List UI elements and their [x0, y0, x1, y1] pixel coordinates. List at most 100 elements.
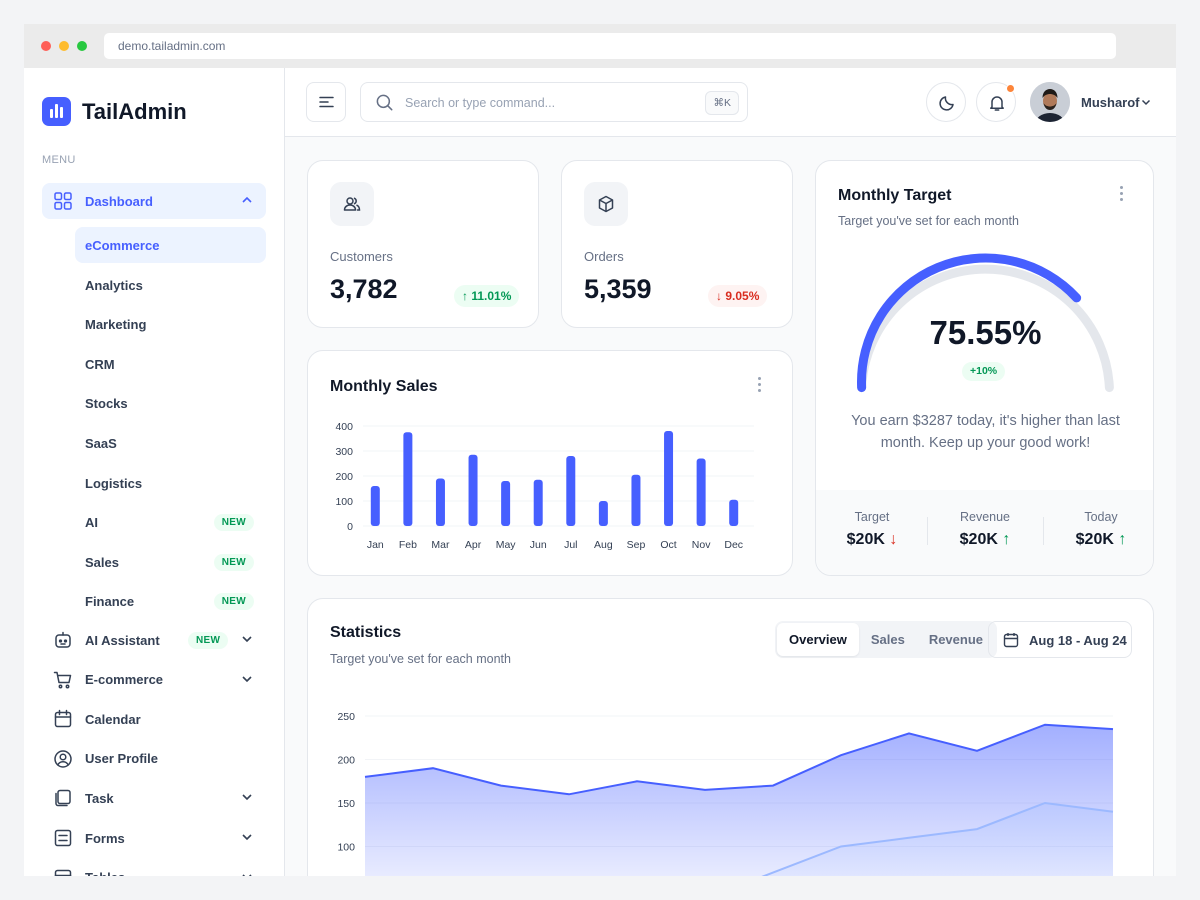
shortcut-hint: ⌘K [705, 91, 739, 115]
bar-mar[interactable] [435, 478, 445, 527]
bar-nov[interactable] [696, 458, 706, 527]
arrow-up-icon: ↑ [1002, 531, 1011, 548]
new-badge: NEW [213, 553, 254, 571]
sidebar-subitem-saas[interactable]: SaaS [75, 425, 266, 461]
bar-jun[interactable] [533, 479, 543, 526]
forms-icon [54, 829, 72, 847]
table-icon [54, 869, 72, 876]
menu-icon [319, 96, 334, 108]
bar-apr[interactable] [468, 454, 478, 526]
sidebar-subitem-logistics[interactable]: Logistics [75, 465, 266, 501]
more-options-button[interactable] [758, 377, 762, 393]
gauge-percent: 75.55% [929, 314, 1042, 351]
chevron-down-icon [242, 636, 252, 643]
more-options-button[interactable] [1120, 186, 1124, 202]
arrow-up-icon: ↑ [462, 289, 468, 303]
window-minimize-button[interactable] [59, 41, 69, 51]
bar-sep[interactable] [631, 474, 641, 526]
grid-icon [54, 192, 72, 210]
date-range-label: Aug 18 - Aug 24 [1029, 633, 1127, 648]
customers-card: Customers 3,782 ↑ 11.01% [307, 160, 539, 328]
calendar-icon [54, 709, 72, 728]
logo[interactable]: TailAdmin [42, 97, 187, 126]
statistics-tabs: Overview Sales Revenue [775, 621, 998, 658]
moon-icon [939, 96, 954, 111]
notifications-button[interactable] [976, 82, 1016, 122]
card-subtitle: Target you've set for each month [838, 214, 1019, 228]
sidebar-item-forms[interactable]: Forms [42, 820, 266, 856]
sidebar-subitem-label: AI [85, 515, 98, 531]
bar-jul[interactable] [566, 456, 576, 526]
date-range-picker[interactable]: Aug 18 - Aug 24 [988, 621, 1132, 658]
avatar[interactable] [1030, 82, 1070, 122]
sidebar-subitem-ecommerce[interactable]: eCommerce [75, 227, 266, 263]
sidebar-item-label: E-commerce [85, 672, 164, 688]
cart-icon [53, 671, 72, 689]
chevron-down-icon [242, 874, 252, 876]
stat-label: Target [854, 510, 890, 524]
sidebar-item-label: Tables [85, 870, 125, 876]
divider [1043, 517, 1044, 545]
bar-may[interactable] [501, 481, 511, 526]
sidebar-subitem-label: Sales [85, 554, 119, 570]
calendar-icon [1003, 633, 1019, 648]
bar-dec[interactable] [729, 499, 739, 526]
statistics-card: Statistics Target you've set for each mo… [307, 598, 1154, 876]
sidebar-item-ai-assistant[interactable]: AI Assistant NEW [42, 622, 266, 658]
x-tick-label: Sep [627, 539, 646, 551]
sidebar-toggle-button[interactable] [306, 82, 346, 122]
x-tick-label: Jun [530, 539, 547, 551]
x-tick-label: Jan [367, 539, 384, 551]
sidebar-subitem-analytics[interactable]: Analytics [75, 267, 266, 303]
chevron-down-icon [242, 794, 252, 801]
change-value: 9.05% [725, 289, 760, 303]
card-subtitle: Target you've set for each month [330, 652, 511, 666]
tab-sales[interactable]: Sales [870, 632, 905, 647]
sidebar-item-label: AI Assistant [85, 632, 160, 648]
sidebar-subitem-stocks[interactable]: Stocks [75, 385, 266, 421]
sidebar-item-dashboard[interactable]: Dashboard [42, 183, 266, 219]
sidebar-subitem-crm[interactable]: CRM [75, 346, 266, 382]
x-tick-label: Jul [564, 539, 577, 551]
brand-name: TailAdmin [82, 98, 187, 124]
tab-overview[interactable]: Overview [777, 623, 859, 656]
sidebar-item-tables[interactable]: Tables [42, 860, 266, 876]
sidebar-subitem-marketing[interactable]: Marketing [75, 306, 266, 342]
theme-toggle-button[interactable] [926, 82, 966, 122]
window-close-button[interactable] [41, 41, 51, 51]
new-badge: NEW [213, 593, 254, 611]
bar-jan[interactable] [370, 486, 380, 526]
sidebar-item-task[interactable]: Task [42, 780, 266, 816]
y-tick-label: 200 [337, 755, 355, 767]
stat-value: $20K [959, 531, 998, 548]
x-tick-label: Aug [594, 539, 613, 551]
orders-card: Orders 5,359 ↓ 9.05% [561, 160, 793, 328]
app-root: TailAdmin MENU Dashboard eCommerce Analyt… [24, 68, 1176, 876]
sidebar-subitem-sales[interactable]: Sales NEW [75, 544, 266, 580]
search-placeholder: Search or type command... [405, 96, 556, 110]
top-header: Search or type command... ⌘K Musharof [285, 68, 1176, 137]
sidebar-subitem-label: Finance [85, 594, 135, 610]
sidebar-item-e-commerce[interactable]: E-commerce [42, 662, 266, 698]
sidebar-subitem-ai[interactable]: AI NEW [75, 504, 266, 540]
target-message: You earn $3287 today, it's higher than l… [851, 413, 1120, 451]
bar-oct[interactable] [664, 431, 674, 526]
y-tick-label: 0 [347, 521, 353, 533]
chevron-down-icon[interactable] [1140, 96, 1152, 108]
series-area [764, 803, 1113, 876]
logo-icon [42, 97, 71, 126]
card-title: Statistics [330, 624, 402, 641]
users-icon [343, 197, 361, 211]
sidebar-item-calendar[interactable]: Calendar [42, 701, 266, 737]
tab-revenue[interactable]: Revenue [928, 632, 984, 647]
sidebar-item-user-profile[interactable]: User Profile [42, 741, 266, 777]
bar-feb[interactable] [403, 432, 413, 526]
address-bar[interactable]: demo.tailadmin.com [104, 33, 1116, 59]
metric-value: 3,782 [330, 274, 398, 304]
bar-aug[interactable] [598, 501, 608, 526]
window-maximize-button[interactable] [77, 41, 87, 51]
search-input[interactable]: Search or type command... ⌘K [360, 82, 748, 122]
sidebar-subitem-finance[interactable]: Finance NEW [75, 583, 266, 619]
user-name[interactable]: Musharof [1081, 95, 1140, 110]
sidebar-subitem-label: Logistics [85, 475, 143, 491]
